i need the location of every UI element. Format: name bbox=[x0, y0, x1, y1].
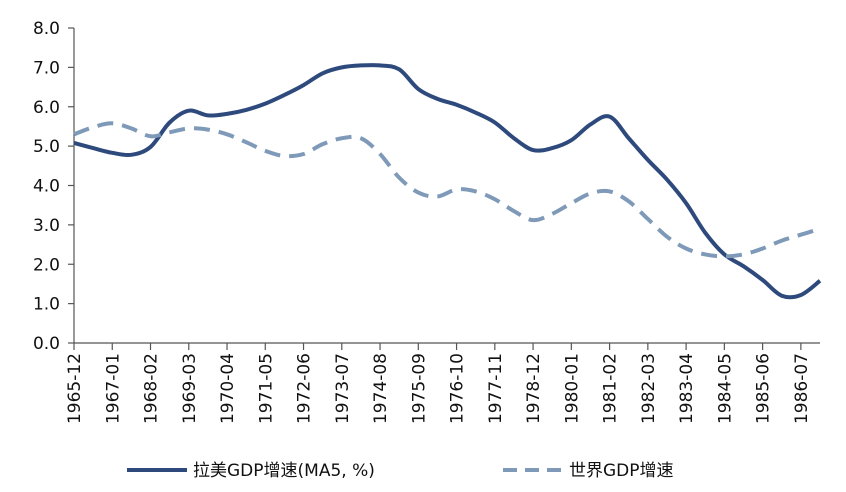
x-tick-label: 1968-02 bbox=[142, 353, 162, 424]
y-tick-label: 8.0 bbox=[33, 19, 60, 39]
x-tick-label: 1965-12 bbox=[65, 353, 85, 424]
x-tick-label: 1984-05 bbox=[715, 353, 735, 424]
series-layer bbox=[73, 63, 822, 300]
y-tick-label: 5.0 bbox=[33, 137, 60, 157]
y-tick-label: 3.0 bbox=[33, 216, 60, 236]
x-tick-label: 1985-06 bbox=[754, 353, 774, 424]
x-axis: 1965-12 1967-01 1968-02 1969-03 1970-04 1971-… bbox=[65, 342, 820, 424]
x-tick-label: 1974-08 bbox=[371, 353, 391, 424]
x-tick-label: 1969-03 bbox=[180, 353, 200, 424]
x-tick-label: 1975-09 bbox=[409, 353, 429, 424]
series-line-latam-gdp bbox=[73, 63, 822, 300]
x-tick-label: 1978-12 bbox=[524, 353, 544, 424]
y-tick-label: 7.0 bbox=[33, 58, 60, 78]
y-tick-label: 2.0 bbox=[33, 255, 60, 275]
legend-label: 世界GDP增速 bbox=[569, 461, 674, 481]
y-tick-label: 4.0 bbox=[33, 177, 60, 197]
y-tick-label: 1.0 bbox=[33, 295, 60, 315]
x-tick-label: 1970-04 bbox=[218, 353, 238, 424]
x-tick-label: 1982-03 bbox=[639, 353, 659, 424]
x-tick-label: 1977-11 bbox=[486, 353, 506, 424]
x-tick-label: 1976-10 bbox=[448, 353, 468, 424]
x-tick-label: 1986-07 bbox=[792, 353, 812, 424]
x-tick-label: 1971-05 bbox=[256, 353, 276, 424]
x-tick-label: 1983-04 bbox=[677, 353, 697, 424]
y-tick-label: 0.0 bbox=[33, 334, 60, 354]
x-tick-label: 1980-01 bbox=[562, 353, 582, 424]
x-tick-label: 1972-06 bbox=[295, 353, 315, 424]
series-line-world-gdp bbox=[73, 121, 821, 259]
x-tick-label: 1973-07 bbox=[333, 353, 353, 424]
x-tick-label: 1981-02 bbox=[601, 353, 621, 424]
legend: 拉美GDP增速(MA5, %) 世界GDP增速 bbox=[127, 461, 674, 481]
y-tick-label: 6.0 bbox=[33, 98, 60, 118]
y-axis: 0.0 1.0 2.0 3.0 4.0 5.0 6.0 7.0 8.0 bbox=[33, 19, 75, 354]
x-tick-label: 1967-01 bbox=[103, 353, 123, 424]
legend-label: 拉美GDP增速(MA5, %) bbox=[193, 461, 375, 481]
